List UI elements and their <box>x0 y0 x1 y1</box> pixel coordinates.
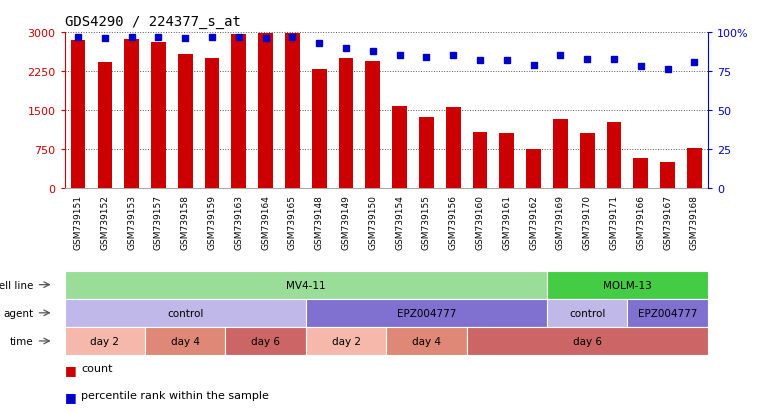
Bar <box>97 62 112 188</box>
Text: GSM739166: GSM739166 <box>636 195 645 250</box>
Text: GSM739158: GSM739158 <box>181 195 189 250</box>
Text: GSM739164: GSM739164 <box>261 195 270 250</box>
Text: GSM739153: GSM739153 <box>127 195 136 250</box>
Bar <box>446 107 460 188</box>
Text: day 4: day 4 <box>170 336 199 346</box>
Text: EPZ004777: EPZ004777 <box>638 308 697 318</box>
Bar <box>205 58 219 188</box>
Bar <box>633 158 648 188</box>
Bar <box>339 58 353 188</box>
Bar <box>547 271 708 299</box>
Text: day 4: day 4 <box>412 336 441 346</box>
Text: time: time <box>10 336 33 346</box>
Bar <box>312 70 326 188</box>
Text: GSM739167: GSM739167 <box>663 195 672 250</box>
Text: GSM739168: GSM739168 <box>689 195 699 250</box>
Text: GSM739150: GSM739150 <box>368 195 377 250</box>
Text: ■: ■ <box>65 363 81 376</box>
Bar <box>547 299 627 327</box>
Text: MV4-11: MV4-11 <box>286 280 326 290</box>
Bar <box>225 327 306 355</box>
Bar <box>65 271 547 299</box>
Text: agent: agent <box>3 308 33 318</box>
Text: GSM739171: GSM739171 <box>610 195 619 250</box>
Text: cell line: cell line <box>0 280 33 290</box>
Text: GDS4290 / 224377_s_at: GDS4290 / 224377_s_at <box>65 15 240 29</box>
Text: GSM739149: GSM739149 <box>342 195 351 250</box>
Text: GSM739162: GSM739162 <box>529 195 538 250</box>
Bar <box>687 149 702 188</box>
Bar <box>124 40 139 188</box>
Text: count: count <box>81 363 113 373</box>
Bar <box>627 299 708 327</box>
Bar <box>365 62 380 188</box>
Text: GSM739165: GSM739165 <box>288 195 297 250</box>
Text: GSM739170: GSM739170 <box>583 195 591 250</box>
Bar <box>258 34 273 188</box>
Bar <box>466 327 708 355</box>
Bar <box>386 327 466 355</box>
Bar <box>661 163 675 188</box>
Text: GSM739154: GSM739154 <box>395 195 404 250</box>
Text: ■: ■ <box>65 390 81 403</box>
Text: GSM739161: GSM739161 <box>502 195 511 250</box>
Bar <box>473 133 487 188</box>
Text: GSM739152: GSM739152 <box>100 195 110 250</box>
Bar <box>526 150 541 188</box>
Text: MOLM-13: MOLM-13 <box>603 280 651 290</box>
Text: GSM739151: GSM739151 <box>74 195 83 250</box>
Text: control: control <box>569 308 605 318</box>
Bar <box>607 123 621 188</box>
Bar <box>580 133 594 188</box>
Bar <box>178 55 193 188</box>
Bar <box>306 299 547 327</box>
Text: GSM739163: GSM739163 <box>234 195 244 250</box>
Bar <box>553 120 568 188</box>
Text: day 2: day 2 <box>91 336 119 346</box>
Text: EPZ004777: EPZ004777 <box>396 308 456 318</box>
Bar <box>231 35 247 188</box>
Text: GSM739156: GSM739156 <box>449 195 457 250</box>
Bar <box>71 41 85 188</box>
Text: day 2: day 2 <box>332 336 361 346</box>
Text: day 6: day 6 <box>251 336 280 346</box>
Bar <box>419 117 434 188</box>
Text: GSM739148: GSM739148 <box>315 195 323 250</box>
Bar <box>306 327 386 355</box>
Text: GSM739160: GSM739160 <box>476 195 485 250</box>
Text: control: control <box>167 308 203 318</box>
Text: GSM739159: GSM739159 <box>208 195 217 250</box>
Text: GSM739155: GSM739155 <box>422 195 431 250</box>
Bar <box>499 133 514 188</box>
Text: GSM739169: GSM739169 <box>556 195 565 250</box>
Bar <box>151 43 166 188</box>
Text: day 6: day 6 <box>573 336 602 346</box>
Bar <box>285 33 300 188</box>
Text: percentile rank within the sample: percentile rank within the sample <box>81 390 269 400</box>
Bar <box>145 327 225 355</box>
Bar <box>392 107 407 188</box>
Text: GSM739157: GSM739157 <box>154 195 163 250</box>
Bar <box>65 327 145 355</box>
Bar <box>65 299 306 327</box>
